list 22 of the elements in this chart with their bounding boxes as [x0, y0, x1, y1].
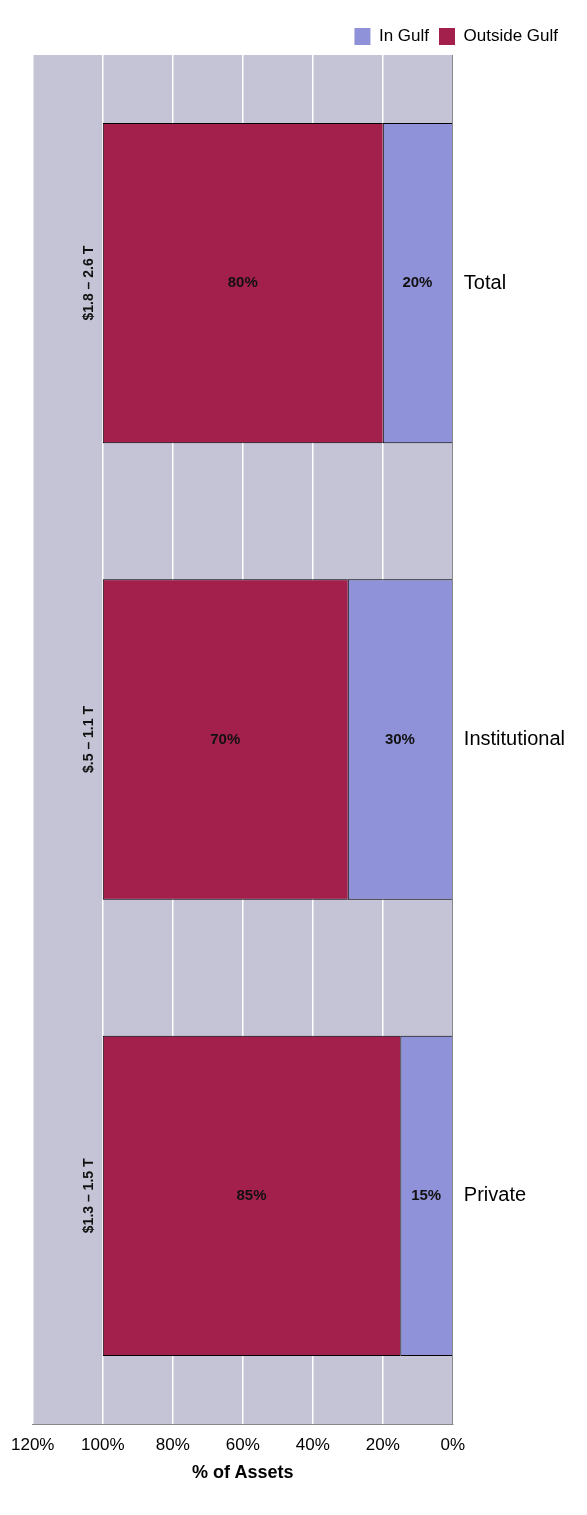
data-label: 80%	[227, 273, 258, 291]
y-tick-label: Institutional	[463, 727, 565, 750]
annotation: $1.3 – 1.5 T	[79, 1158, 96, 1234]
x-axis-title: % of Assets	[192, 1462, 294, 1483]
x-tick-label: 80%	[155, 1434, 190, 1454]
y-tick-label: Total	[463, 270, 507, 293]
x-tick-label: 20%	[365, 1434, 400, 1454]
x-tick-label: 40%	[295, 1434, 330, 1454]
y-tick-label: Private	[463, 1183, 527, 1206]
legend-label: In Gulf	[378, 26, 430, 46]
annotation: $.5 – 1.1 T	[79, 705, 96, 773]
data-label: 15%	[411, 1185, 442, 1203]
x-tick-label: 60%	[225, 1434, 260, 1454]
legend-label: Outside Gulf	[463, 26, 559, 46]
data-label: 20%	[402, 273, 433, 291]
x-tick-label: 120%	[11, 1434, 55, 1454]
x-tick-label: 100%	[81, 1434, 125, 1454]
data-label: 85%	[236, 1185, 267, 1203]
x-tick-label: 0%	[440, 1434, 466, 1454]
data-label: 70%	[210, 729, 241, 747]
annotation: $1.8 – 2.6 T	[79, 245, 96, 321]
data-label: 30%	[384, 729, 415, 747]
